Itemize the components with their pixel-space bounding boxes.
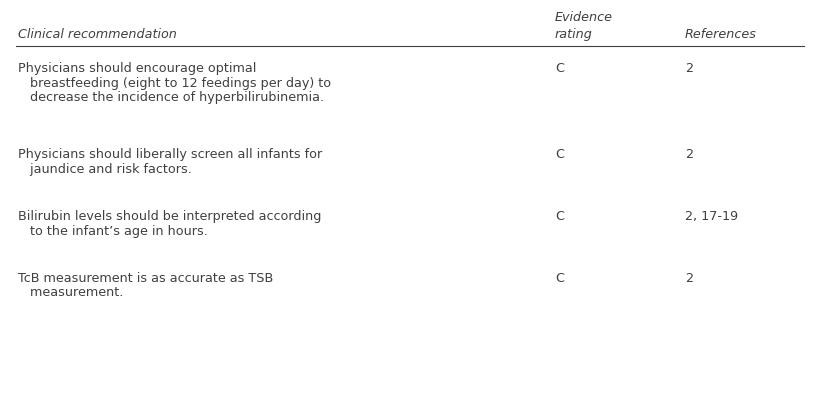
Text: C: C	[555, 148, 564, 160]
Text: Physicians should liberally screen all infants for: Physicians should liberally screen all i…	[18, 148, 322, 160]
Text: Physicians should encourage optimal: Physicians should encourage optimal	[18, 62, 256, 75]
Text: C: C	[555, 209, 564, 223]
Text: TcB measurement is as accurate as TSB: TcB measurement is as accurate as TSB	[18, 271, 273, 284]
Text: rating: rating	[555, 28, 593, 41]
Text: jaundice and risk factors.: jaundice and risk factors.	[18, 162, 192, 175]
Text: 2: 2	[685, 148, 693, 160]
Text: 2: 2	[685, 62, 693, 75]
Text: C: C	[555, 271, 564, 284]
Text: 2: 2	[685, 271, 693, 284]
Text: 2, 17-19: 2, 17-19	[685, 209, 738, 223]
Text: measurement.: measurement.	[18, 286, 123, 299]
Text: to the infant’s age in hours.: to the infant’s age in hours.	[18, 224, 208, 237]
Text: References: References	[685, 28, 757, 41]
Text: breastfeeding (eight to 12 feedings per day) to: breastfeeding (eight to 12 feedings per …	[18, 76, 331, 89]
Text: Evidence: Evidence	[555, 11, 613, 24]
Text: Clinical recommendation: Clinical recommendation	[18, 28, 177, 41]
Text: decrease the incidence of hyperbilirubinemia.: decrease the incidence of hyperbilirubin…	[18, 91, 324, 104]
Text: Bilirubin levels should be interpreted according: Bilirubin levels should be interpreted a…	[18, 209, 321, 223]
Text: C: C	[555, 62, 564, 75]
